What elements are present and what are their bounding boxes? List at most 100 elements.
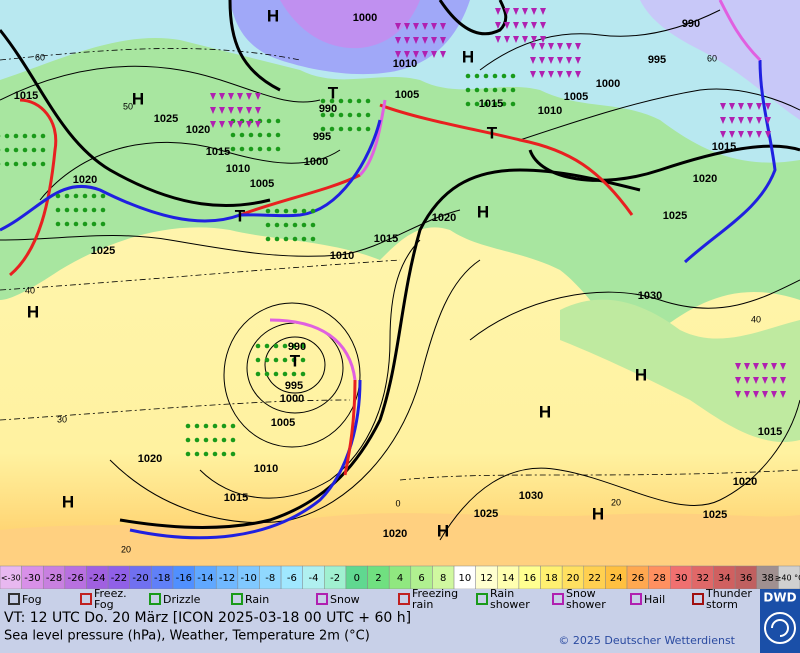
- rain-symbol: [483, 73, 489, 79]
- snow-symbol: [744, 391, 750, 398]
- isobar-label: 1000: [353, 12, 377, 24]
- snow-symbol: [513, 22, 519, 29]
- rain-symbol: [301, 208, 307, 214]
- rain-symbol: [91, 207, 97, 213]
- isotherm-label: 0: [395, 498, 400, 508]
- snow-symbol: [762, 377, 768, 384]
- isobar-label: 1010: [330, 250, 354, 262]
- snow-symbol: [228, 121, 234, 128]
- pressure-center: H: [539, 402, 551, 421]
- isobar-label: 1005: [564, 91, 588, 103]
- snow-symbol: [422, 51, 428, 58]
- snow-symbol: [747, 117, 753, 124]
- rain-symbol: [55, 193, 61, 199]
- legend-icon: [630, 593, 642, 605]
- rain-symbol: [282, 371, 288, 377]
- scale-label: 16: [523, 573, 536, 584]
- rain-symbol: [73, 207, 79, 213]
- rain-symbol: [265, 208, 271, 214]
- snow-symbol: [237, 93, 243, 100]
- rain-symbol: [185, 451, 191, 457]
- rain-symbol: [510, 73, 516, 79]
- snow-symbol: [422, 23, 428, 30]
- rain-symbol: [329, 112, 335, 118]
- isobar-label: 1000: [304, 156, 328, 168]
- isobar-label: 990: [319, 103, 337, 115]
- isobar-label: 1000: [596, 78, 620, 90]
- scale-label: -30: [24, 573, 40, 584]
- isobar-label: 1020: [383, 528, 407, 540]
- rain-symbol: [273, 371, 279, 377]
- rain-symbol: [73, 221, 79, 227]
- rain-symbol: [4, 161, 10, 167]
- isobar-label: 1015: [712, 141, 736, 153]
- rain-symbol: [273, 343, 279, 349]
- rain-symbol: [492, 87, 498, 93]
- rain-symbol: [275, 146, 281, 152]
- rain-symbol: [275, 132, 281, 138]
- isotherm-label: 50: [123, 101, 133, 111]
- snow-symbol: [771, 391, 777, 398]
- isotherm-label: 60: [707, 53, 717, 63]
- isotherm-label: 40: [751, 314, 761, 324]
- rain-symbol: [474, 73, 480, 79]
- scale-label: -2: [330, 573, 340, 584]
- snow-symbol: [540, 22, 546, 29]
- rain-symbol: [291, 371, 297, 377]
- rain-symbol: [347, 98, 353, 104]
- snow-symbol: [765, 117, 771, 124]
- rain-symbol: [264, 343, 270, 349]
- isobar-label: 1015: [374, 233, 398, 245]
- rain-symbol: [274, 208, 280, 214]
- legend-label: Fog: [22, 593, 42, 606]
- isobar-label: 995: [648, 54, 666, 66]
- snow-symbol: [413, 51, 419, 58]
- legend-icon: [552, 593, 564, 605]
- scale-label: 26: [631, 573, 644, 584]
- rain-symbol: [82, 221, 88, 227]
- rain-symbol: [13, 133, 19, 139]
- rain-symbol: [100, 193, 106, 199]
- rain-symbol: [365, 112, 371, 118]
- isobar-label: 990: [682, 18, 700, 30]
- snow-symbol: [530, 43, 536, 50]
- rain-symbol: [275, 118, 281, 124]
- scale-label: 8: [440, 573, 446, 584]
- rain-symbol: [510, 87, 516, 93]
- rain-symbol: [300, 371, 306, 377]
- snow-symbol: [747, 131, 753, 138]
- snow-symbol: [431, 23, 437, 30]
- isobar-label: 1020: [693, 173, 717, 185]
- snow-symbol: [539, 71, 545, 78]
- rain-symbol: [31, 147, 37, 153]
- snow-symbol: [395, 23, 401, 30]
- scale-label: <-30: [1, 574, 21, 583]
- isobar-label: 1025: [663, 210, 687, 222]
- snow-symbol: [395, 37, 401, 44]
- snow-symbol: [440, 23, 446, 30]
- rain-symbol: [255, 357, 261, 363]
- snow-symbol: [738, 131, 744, 138]
- pressure-center: H: [462, 47, 474, 66]
- rain-symbol: [338, 126, 344, 132]
- rain-symbol: [292, 208, 298, 214]
- scale-label: 24: [610, 573, 623, 584]
- rain-symbol: [310, 222, 316, 228]
- snow-symbol: [566, 57, 572, 64]
- snow-symbol: [255, 93, 261, 100]
- scale-label: -24: [89, 573, 105, 584]
- scale-label: 34: [718, 573, 731, 584]
- rain-symbol: [274, 222, 280, 228]
- scale-label: -22: [111, 573, 127, 584]
- scale-label: 10: [458, 573, 471, 584]
- snow-symbol: [228, 93, 234, 100]
- scale-label: -18: [154, 573, 170, 584]
- legend-icon: [231, 593, 243, 605]
- snow-symbol: [531, 22, 537, 29]
- isobar-label: 1015: [758, 426, 782, 438]
- isobar-label: 1020: [138, 453, 162, 465]
- rain-symbol: [356, 126, 362, 132]
- rain-symbol: [329, 98, 335, 104]
- snow-symbol: [531, 8, 537, 15]
